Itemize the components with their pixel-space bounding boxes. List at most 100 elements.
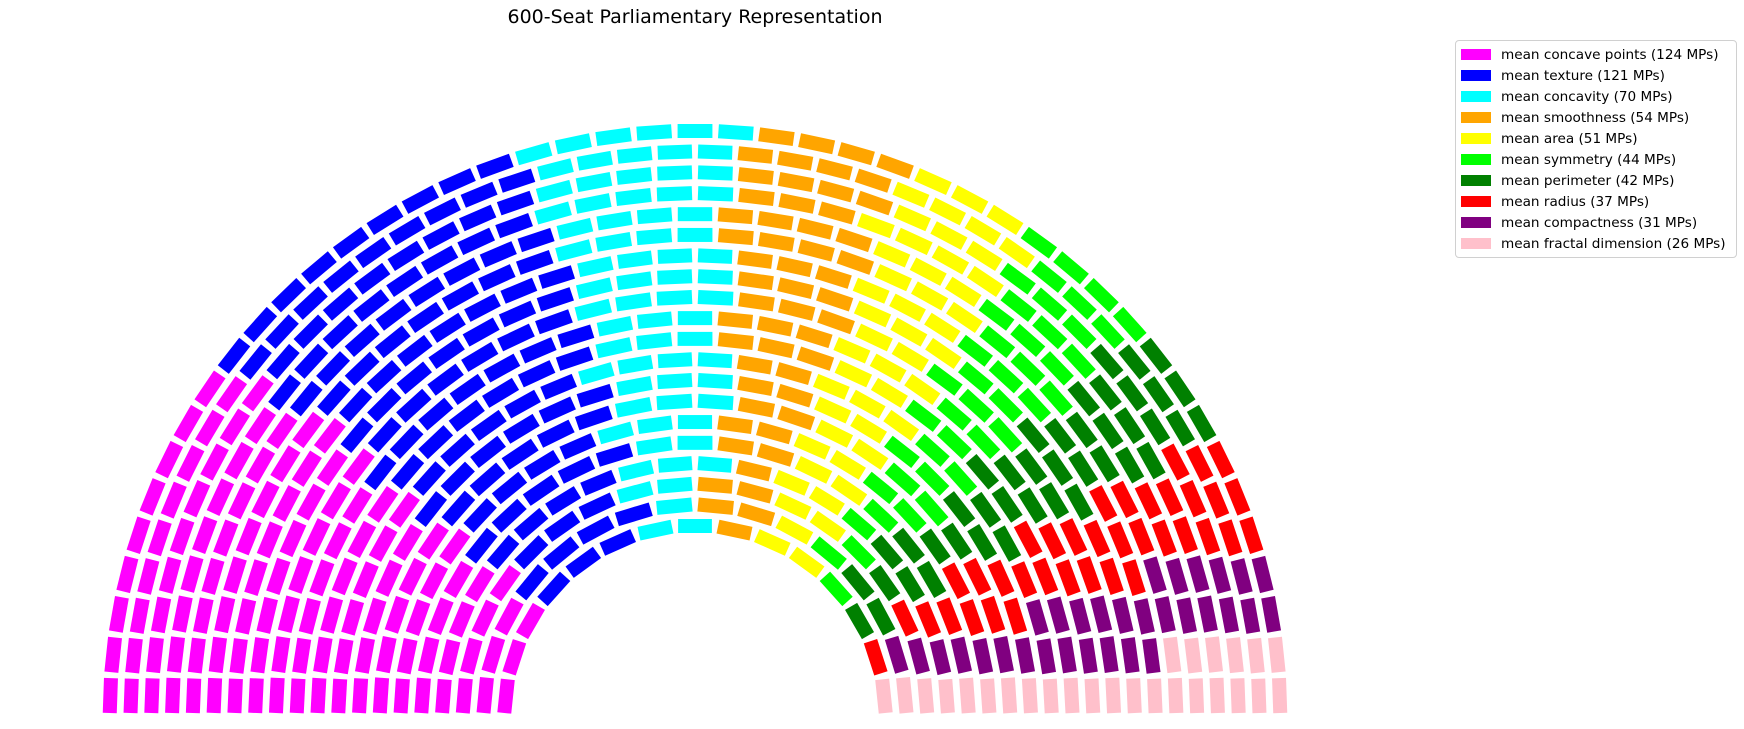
seat bbox=[1147, 678, 1163, 714]
seat bbox=[618, 459, 655, 482]
seat bbox=[1251, 555, 1274, 594]
seat bbox=[461, 341, 499, 372]
seat bbox=[322, 315, 358, 350]
seat bbox=[941, 522, 973, 560]
seat bbox=[656, 393, 693, 411]
seat bbox=[435, 678, 452, 714]
seat bbox=[855, 323, 893, 352]
seat bbox=[966, 265, 1004, 298]
seat bbox=[965, 454, 1000, 490]
seat bbox=[833, 337, 871, 364]
seat bbox=[1184, 637, 1203, 674]
seat bbox=[522, 474, 560, 506]
seat bbox=[950, 636, 973, 674]
seat bbox=[194, 370, 226, 408]
seat bbox=[965, 240, 1003, 272]
seat bbox=[388, 216, 426, 246]
seat bbox=[993, 635, 1014, 674]
seat bbox=[540, 373, 578, 400]
seat bbox=[966, 424, 1001, 460]
seat bbox=[288, 556, 314, 594]
seat bbox=[469, 462, 506, 497]
seat bbox=[427, 597, 454, 635]
seat bbox=[717, 436, 754, 456]
seat bbox=[1042, 449, 1074, 486]
seat bbox=[388, 491, 420, 528]
seat bbox=[854, 168, 892, 193]
seat bbox=[1204, 636, 1224, 673]
seat bbox=[893, 204, 931, 232]
seat bbox=[501, 438, 539, 470]
seat bbox=[320, 596, 344, 634]
seat bbox=[1128, 517, 1155, 556]
seat bbox=[271, 278, 307, 313]
seat bbox=[737, 146, 774, 164]
seat bbox=[537, 571, 571, 607]
seat bbox=[235, 517, 262, 556]
seat bbox=[890, 317, 928, 347]
legend-swatch bbox=[1461, 154, 1491, 165]
seat bbox=[364, 454, 397, 491]
seat bbox=[677, 207, 713, 222]
seat bbox=[841, 507, 877, 541]
seat bbox=[1186, 555, 1210, 593]
seat bbox=[251, 480, 280, 519]
legend-item: mean fractal dimension (26 MPs) bbox=[1456, 233, 1736, 254]
seat bbox=[270, 445, 301, 483]
seat bbox=[1015, 637, 1036, 674]
seat bbox=[853, 300, 892, 328]
seat bbox=[535, 179, 573, 203]
seat bbox=[931, 245, 970, 275]
seat bbox=[979, 325, 1016, 359]
seat bbox=[1065, 411, 1098, 449]
seat bbox=[344, 351, 380, 386]
seat bbox=[835, 227, 873, 253]
legend-swatch bbox=[1461, 238, 1491, 249]
seat bbox=[375, 298, 412, 331]
seat bbox=[216, 376, 248, 413]
seat bbox=[1268, 636, 1286, 673]
seat bbox=[201, 557, 225, 595]
seat bbox=[1208, 556, 1232, 594]
seat bbox=[1084, 678, 1101, 714]
seat bbox=[992, 525, 1022, 562]
seat bbox=[217, 337, 251, 374]
seat bbox=[778, 298, 816, 321]
seat bbox=[491, 471, 528, 505]
seat bbox=[331, 678, 348, 714]
seat bbox=[987, 559, 1015, 597]
seat bbox=[778, 193, 816, 214]
seat bbox=[904, 373, 941, 405]
seat bbox=[958, 388, 994, 423]
legend-item: mean area (51 MPs) bbox=[1456, 128, 1736, 149]
seat bbox=[462, 317, 500, 347]
seat bbox=[736, 354, 773, 375]
seat bbox=[1055, 559, 1081, 597]
seat bbox=[208, 636, 227, 674]
seat bbox=[129, 597, 150, 634]
seat bbox=[993, 454, 1026, 491]
seat bbox=[545, 486, 582, 516]
seat bbox=[736, 481, 774, 504]
seat bbox=[1031, 287, 1068, 321]
seat bbox=[272, 485, 301, 522]
seat bbox=[481, 635, 506, 674]
seat bbox=[538, 265, 576, 289]
legend-label: mean concavity (70 MPs) bbox=[1501, 88, 1673, 105]
seat bbox=[884, 462, 921, 497]
legend-swatch bbox=[1461, 196, 1491, 207]
seat bbox=[616, 146, 653, 164]
seat bbox=[1089, 485, 1118, 522]
seat bbox=[717, 228, 754, 246]
seat bbox=[460, 181, 498, 208]
seat bbox=[1133, 598, 1155, 635]
seat bbox=[1010, 323, 1046, 358]
seat bbox=[465, 527, 498, 564]
seat bbox=[1061, 343, 1096, 379]
seat bbox=[716, 519, 753, 541]
seat bbox=[697, 456, 733, 473]
seat bbox=[1021, 678, 1038, 714]
seat bbox=[738, 292, 775, 312]
seat bbox=[449, 373, 486, 405]
seat bbox=[268, 374, 301, 411]
